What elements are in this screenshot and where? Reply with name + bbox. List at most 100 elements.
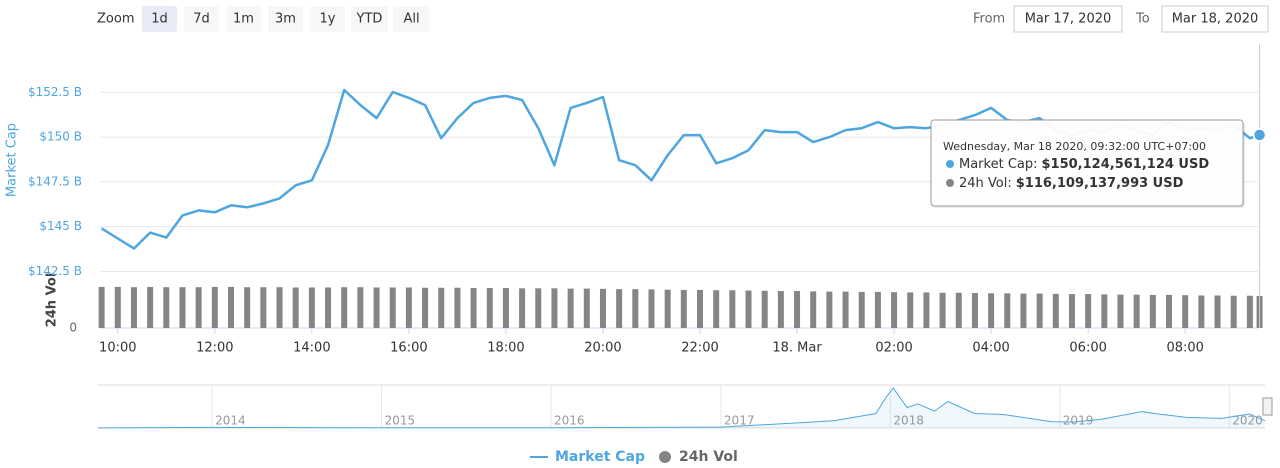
volume-bar: [405, 287, 412, 328]
volume-bar: [697, 289, 704, 328]
legend-label[interactable]: 24h Vol: [679, 449, 738, 465]
x-tick-label: 14:00: [293, 341, 330, 356]
volume-bar: [114, 286, 121, 328]
hover-marker: [1252, 128, 1267, 142]
volume-bar: [632, 289, 639, 328]
x-tick-label: 22:00: [681, 341, 718, 356]
volume-bar: [680, 289, 687, 328]
navigator-tick-label: 2018: [893, 414, 924, 428]
zoom-button-label[interactable]: 3m: [275, 12, 296, 27]
volume-bar: [1004, 293, 1011, 328]
volume-bar: [438, 287, 445, 328]
volume-bar: [891, 292, 898, 328]
tooltip-header: Wednesday, Mar 18 2020, 09:32:00 UTC+07:…: [943, 140, 1206, 153]
zoom-button[interactable]: [184, 6, 219, 32]
x-tick-label: 04:00: [972, 341, 1009, 356]
zoom-button-label[interactable]: 7d: [193, 12, 210, 27]
legend-label[interactable]: Market Cap: [555, 449, 645, 465]
y-tick-label: $150 B: [39, 130, 82, 144]
zoom-button-label[interactable]: 1m: [233, 12, 254, 27]
navigator-line: [98, 387, 1266, 429]
volume-bar: [842, 291, 849, 328]
volume-bar: [227, 286, 234, 328]
zoom-button[interactable]: [142, 6, 177, 32]
zoom-button-label[interactable]: 1d: [151, 12, 168, 27]
volume-bar: [971, 292, 978, 328]
volume-bar: [470, 288, 477, 328]
from-input-box[interactable]: [1013, 5, 1123, 33]
zoom-button[interactable]: [268, 6, 303, 32]
volume-bar: [777, 291, 784, 328]
volume-bar: [939, 292, 946, 328]
volume-bar: [389, 287, 396, 328]
volume-bar: [1020, 293, 1027, 328]
volume-bar: [1036, 293, 1043, 328]
volume-bar: [648, 289, 655, 328]
to-input[interactable]: Mar 18, 2020: [1172, 12, 1259, 27]
volume-bar: [907, 292, 914, 328]
zoom-button[interactable]: [351, 6, 388, 32]
volume-bar: [535, 288, 542, 328]
x-tick-label: 12:00: [196, 341, 233, 356]
zoom-button-label[interactable]: YTD: [356, 12, 383, 27]
tooltip-item: Market Cap: $150,124,561,124 USD: [959, 157, 1209, 172]
to-label: To: [1135, 12, 1150, 27]
volume-bar: [745, 290, 752, 328]
volume-bar: [1166, 294, 1173, 328]
navigator-tick-label: 2014: [215, 414, 246, 428]
volume-bar: [1117, 294, 1124, 328]
volume-bar: [729, 290, 736, 328]
volume-bar: [422, 287, 429, 328]
volume-bar: [1133, 294, 1140, 328]
volume-bar: [1068, 294, 1075, 328]
x-tick-label: 02:00: [875, 341, 912, 356]
x-tick-label: 16:00: [390, 341, 427, 356]
y-tick-label: $152.5 B: [28, 85, 82, 99]
volume-bar: [874, 291, 881, 328]
volume-bar: [195, 287, 202, 328]
volume-bar: [147, 286, 154, 328]
zoom-button[interactable]: [310, 6, 345, 32]
legend-dot: [659, 451, 671, 463]
volume-bar: [373, 287, 380, 328]
navigator-handle[interactable]: [1262, 397, 1273, 416]
y-tick-label: $147.5 B: [28, 174, 82, 188]
volume-bar: [1149, 294, 1156, 328]
y-tick-label: $142.5 B: [28, 264, 82, 278]
from-input[interactable]: Mar 17, 2020: [1025, 12, 1112, 27]
tooltip-dot: [946, 160, 954, 168]
zoom-button[interactable]: [226, 6, 261, 32]
from-label: From: [973, 12, 1005, 27]
volume-bar: [486, 288, 493, 328]
x-tick-label: 08:00: [1166, 341, 1203, 356]
volume-bar: [794, 291, 801, 328]
volume-bar: [988, 293, 995, 328]
navigator-tick-label: 2015: [385, 414, 416, 428]
x-tick-label: 18:00: [487, 341, 524, 356]
to-input-box[interactable]: [1161, 5, 1269, 33]
volume-bar: [244, 287, 251, 328]
volume-bar: [357, 287, 364, 328]
volume-bar: [1246, 295, 1253, 328]
zoom-button-label[interactable]: 1y: [320, 12, 336, 27]
volume-bar: [761, 290, 768, 328]
volume-bar: [713, 290, 720, 328]
zoom-button-label[interactable]: All: [403, 12, 419, 27]
tooltip-label: 24h Vol:: [959, 176, 1012, 191]
volume-bar: [599, 288, 606, 328]
volume-bar: [1052, 293, 1059, 328]
volume-bar: [1214, 295, 1221, 328]
volume-bar: [211, 286, 218, 328]
y-axis-title: Market Cap: [5, 123, 20, 197]
y2-tick-label: 0: [69, 321, 77, 335]
volume-bar: [260, 287, 267, 328]
volume-bar: [955, 292, 962, 328]
zoom-button[interactable]: [393, 6, 430, 32]
x-tick-label: 10:00: [99, 341, 136, 356]
volume-bar: [341, 287, 348, 328]
volume-bar: [163, 287, 170, 328]
tooltip-item: 24h Vol: $116,109,137,993 USD: [959, 176, 1184, 191]
x-tick-label: 20:00: [584, 341, 621, 356]
volume-bar: [292, 287, 299, 328]
